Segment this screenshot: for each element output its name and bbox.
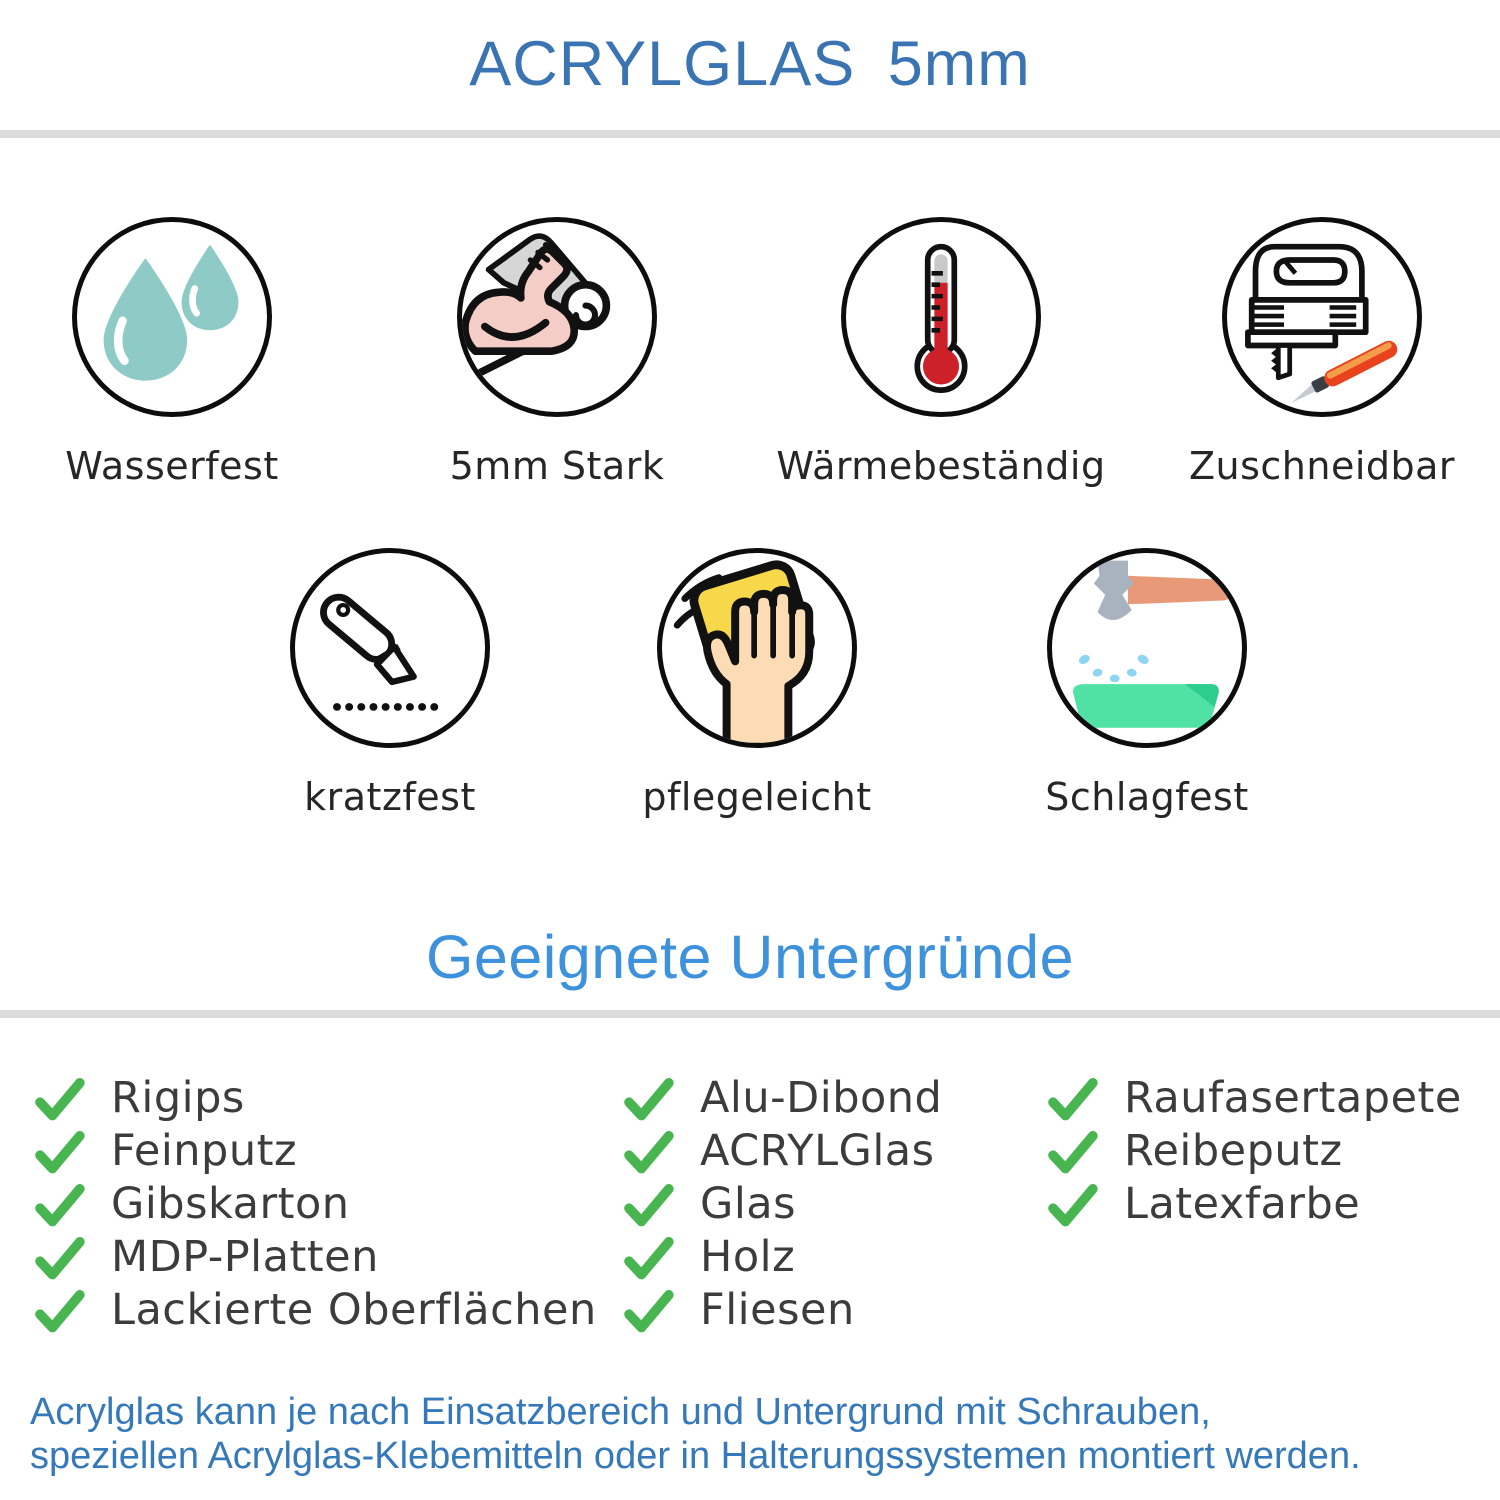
check-icon [35,1289,85,1333]
list-item: Rigips [33,1071,597,1124]
feature-label: Schlagfest [1045,775,1249,819]
list-item-label: Fliesen [700,1284,855,1335]
substrates-heading: Geeignete Untergründe [425,923,1075,991]
mounting-note: Acrylglas kann je nach Einsatzbereich un… [30,1390,1361,1478]
feature-label: Wärmebeständig [776,444,1106,488]
utility-knife-icon [290,548,490,748]
feature-label: Wasserfest [65,444,279,488]
list-item-label: Gibskarton [111,1178,350,1229]
check-icon [1048,1183,1098,1227]
list-item: Raufasertapete [1046,1071,1462,1124]
feature-label: 5mm Stark [449,444,665,488]
check-icon [1048,1130,1098,1174]
list-item-label: Reibeputz [1124,1125,1343,1176]
list-item-label: Raufasertapete [1124,1072,1462,1123]
mounting-note-line2: speziellen Acrylglas-Klebemitteln oder i… [30,1435,1361,1477]
list-item-label: Latexfarbe [1124,1178,1361,1229]
check-icon [35,1183,85,1227]
list-item: Glas [622,1177,942,1230]
substrate-column-2: Alu-Dibond ACRYLGlas Glas Holz Fliesen [622,1071,942,1336]
list-item: Reibeputz [1046,1124,1462,1177]
mounting-note-line1: Acrylglas kann je nach Einsatzbereich un… [30,1391,1211,1433]
list-item-label: ACRYLGlas [700,1125,935,1176]
feature-label: Zuschneidbar [1188,444,1456,488]
feature-pflegeleicht: pflegeleicht [557,548,957,819]
list-item: Feinputz [33,1124,597,1177]
list-item: MDP-Platten [33,1230,597,1283]
feature-label: pflegeleicht [642,775,872,819]
list-item: Fliesen [622,1283,942,1336]
check-icon [35,1077,85,1121]
substrate-column-1: Rigips Feinputz Gibskarton MDP-Platten L… [33,1071,597,1336]
check-icon [624,1130,674,1174]
list-item: Lackierte Oberflächen [33,1283,597,1336]
check-icon [624,1077,674,1121]
feature-zuschneidbar: Zuschneidbar [1122,217,1500,488]
divider-bar-middle [0,1010,1500,1018]
list-item-label: Alu-Dibond [700,1072,943,1123]
thermometer-icon [841,217,1041,417]
page-title: ACRYLGLAS 5mm [469,29,1031,99]
check-icon [1048,1077,1098,1121]
feature-label: kratzfest [304,775,476,819]
feature-5mm-stark: 5mm Stark [357,217,757,488]
jigsaw-cutter-icon [1222,217,1422,417]
list-item-label: Rigips [111,1072,245,1123]
muscle-arm-icon [457,217,657,417]
list-item: Alu-Dibond [622,1071,942,1124]
feature-kratzfest: kratzfest [190,548,590,819]
list-item: Gibskarton [33,1177,597,1230]
list-item-label: Holz [700,1231,796,1282]
feature-waermebestaendig: Wärmebeständig [741,217,1141,488]
list-item: Latexfarbe [1046,1177,1462,1230]
substrate-column-3: Raufasertapete Reibeputz Latexfarbe [1046,1071,1462,1230]
check-icon [624,1289,674,1333]
feature-wasserfest: Wasserfest [0,217,372,488]
check-icon [35,1130,85,1174]
cleaning-hand-icon [657,548,857,748]
list-item-label: Lackierte Oberflächen [111,1284,597,1335]
list-item-label: Feinputz [111,1125,298,1176]
list-item: ACRYLGlas [622,1124,942,1177]
check-icon [624,1183,674,1227]
water-drops-icon [72,217,272,417]
hammer-icon [1047,548,1247,748]
check-icon [624,1236,674,1280]
feature-schlagfest: Schlagfest [947,548,1347,819]
divider-bar-top [0,130,1500,138]
list-item-label: Glas [700,1178,797,1229]
check-icon [35,1236,85,1280]
list-item-label: MDP-Platten [111,1231,379,1282]
list-item: Holz [622,1230,942,1283]
